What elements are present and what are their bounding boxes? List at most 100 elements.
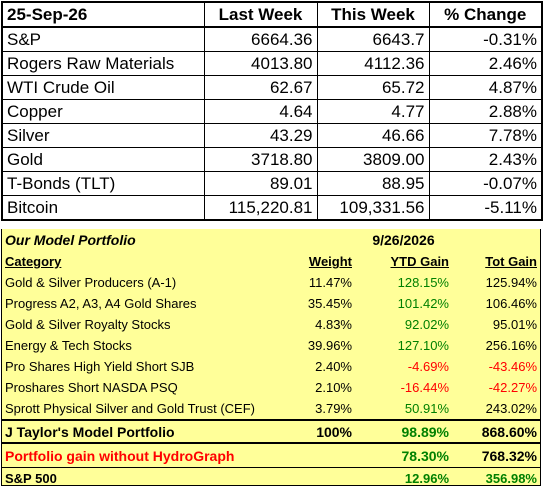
date-header: 25-Sep-26 bbox=[1, 1, 205, 28]
portfolio-total-ytd-gain: 98.89% bbox=[355, 419, 452, 444]
portfolio-tot-gain: 125.94% bbox=[485, 275, 537, 290]
portfolio-row: Energy & Tech Stocks 39.96% 127.10% 256.… bbox=[2, 335, 540, 356]
ytd-gain-header: YTD Gain bbox=[390, 254, 449, 269]
portfolio-tot-gain: -43.46% bbox=[488, 359, 537, 374]
portfolio-category: Energy & Tech Stocks bbox=[5, 338, 132, 353]
market-row: Gold 3718.80 3809.00 2.43% bbox=[1, 147, 543, 172]
portfolio-weight: 2.40% bbox=[315, 359, 352, 374]
market-change: 4.87% bbox=[428, 75, 543, 100]
portfolio-weight: 3.79% bbox=[315, 401, 352, 416]
portfolio-ytd-gain: -4.69% bbox=[407, 359, 449, 374]
category-header: Category bbox=[5, 254, 62, 269]
portfolio-row: Pro Shares High Yield Short SJB 2.40% -4… bbox=[2, 356, 540, 377]
weight-header: Weight bbox=[308, 254, 352, 269]
market-last-week: 89.01 bbox=[203, 171, 318, 196]
sp500-label: S&P 500 bbox=[5, 470, 57, 486]
market-change: -5.11% bbox=[428, 195, 543, 221]
portfolio-tot-gain: 243.02% bbox=[485, 401, 537, 416]
hydrograph-ytd-gain: 78.30% bbox=[355, 443, 452, 468]
sp500-tot-gain: 356.98% bbox=[485, 470, 537, 486]
percent-change-header: % Change bbox=[428, 1, 543, 28]
portfolio-ytd-gain: 128.15% bbox=[397, 275, 449, 290]
market-name: Silver bbox=[1, 123, 205, 148]
portfolio-total-tot-gain: 868.60% bbox=[452, 419, 540, 444]
market-row: T-Bonds (TLT) 89.01 88.95 -0.07% bbox=[1, 171, 543, 196]
tot-gain-header: Tot Gain bbox=[485, 254, 537, 269]
market-this-week: 4112.36 bbox=[316, 51, 430, 76]
portfolio-category: Sprott Physical Silver and Gold Trust (C… bbox=[5, 401, 255, 416]
market-change: -0.07% bbox=[428, 171, 543, 196]
market-change: 2.43% bbox=[428, 147, 543, 172]
portfolio-title-row: Our Model Portfolio 9/26/2026 bbox=[2, 229, 540, 251]
portfolio-category: Progress A2, A3, A4 Gold Shares bbox=[5, 296, 197, 311]
portfolio-ytd-gain: 127.10% bbox=[397, 338, 449, 353]
market-name: T-Bonds (TLT) bbox=[1, 171, 205, 196]
market-last-week: 62.67 bbox=[203, 75, 318, 100]
market-change: 2.46% bbox=[428, 51, 543, 76]
portfolio-row: Gold & Silver Producers (A-1) 11.47% 128… bbox=[2, 272, 540, 293]
portfolio-total-row: J Taylor's Model Portfolio 100% 98.89% 8… bbox=[2, 419, 540, 444]
market-last-week: 4.64 bbox=[203, 99, 318, 124]
market-last-week: 115,220.81 bbox=[203, 195, 318, 221]
market-last-week: 3718.80 bbox=[203, 147, 318, 172]
portfolio-row: Progress A2, A3, A4 Gold Shares 35.45% 1… bbox=[2, 293, 540, 314]
portfolio-row: Gold & Silver Royalty Stocks 4.83% 92.02… bbox=[2, 314, 540, 335]
last-week-header: Last Week bbox=[203, 1, 318, 28]
sp500-ytd-gain: 12.96% bbox=[404, 470, 449, 486]
portfolio-title: Our Model Portfolio bbox=[5, 232, 136, 248]
market-last-week: 4013.80 bbox=[203, 51, 318, 76]
market-name: S&P bbox=[1, 26, 205, 52]
market-this-week: 109,331.56 bbox=[316, 195, 430, 221]
portfolio-tot-gain: 256.16% bbox=[485, 338, 537, 353]
market-this-week: 4.77 bbox=[316, 99, 430, 124]
portfolio-ytd-gain: 50.91% bbox=[404, 401, 449, 416]
market-name: WTI Crude Oil bbox=[1, 75, 205, 100]
portfolio-category: Proshares Short NASDA PSQ bbox=[5, 380, 178, 395]
this-week-header: This Week bbox=[316, 1, 430, 28]
market-this-week: 3809.00 bbox=[316, 147, 430, 172]
hydrograph-row: Portfolio gain without HydroGraph 78.30%… bbox=[2, 443, 540, 468]
market-last-week: 6664.36 bbox=[203, 26, 318, 52]
portfolio-weight: 2.10% bbox=[315, 380, 352, 395]
portfolio-category: Gold & Silver Producers (A-1) bbox=[5, 275, 177, 290]
sp500-row: S&P 500 12.96% 356.98% bbox=[2, 468, 540, 488]
market-this-week: 6643.7 bbox=[316, 26, 430, 52]
market-name: Copper bbox=[1, 99, 205, 124]
model-portfolio-panel: Our Model Portfolio 9/26/2026 Category W… bbox=[1, 229, 541, 486]
market-change: 2.88% bbox=[428, 99, 543, 124]
portfolio-weight: 35.45% bbox=[307, 296, 352, 311]
portfolio-total-weight: 100% bbox=[260, 419, 355, 444]
portfolio-tot-gain: -42.27% bbox=[488, 380, 537, 395]
portfolio-date: 9/26/2026 bbox=[372, 232, 435, 248]
portfolio-tot-gain: 106.46% bbox=[485, 296, 537, 311]
market-row: Bitcoin 115,220.81 109,331.56 -5.11% bbox=[1, 195, 543, 221]
portfolio-ytd-gain: 101.42% bbox=[397, 296, 449, 311]
model-portfolio-table: Our Model Portfolio 9/26/2026 Category W… bbox=[2, 229, 540, 488]
market-name: Rogers Raw Materials bbox=[1, 51, 205, 76]
portfolio-weight: 11.47% bbox=[308, 275, 352, 290]
market-last-week: 43.29 bbox=[203, 123, 318, 148]
market-change: -0.31% bbox=[428, 26, 543, 52]
portfolio-row: Proshares Short NASDA PSQ 2.10% -16.44% … bbox=[2, 377, 540, 398]
portfolio-column-header-row: Category Weight YTD Gain Tot Gain bbox=[2, 251, 540, 272]
portfolio-weight: 39.96% bbox=[307, 338, 352, 353]
portfolio-weight: 4.83% bbox=[315, 317, 352, 332]
market-summary-table: 25-Sep-26 Last Week This Week % Change S… bbox=[1, 1, 543, 221]
portfolio-tot-gain: 95.01% bbox=[492, 317, 537, 332]
market-this-week: 88.95 bbox=[316, 171, 430, 196]
market-name: Bitcoin bbox=[1, 195, 205, 221]
market-this-week: 46.66 bbox=[316, 123, 430, 148]
market-row: S&P 6664.36 6643.7 -0.31% bbox=[1, 26, 543, 52]
market-row: WTI Crude Oil 62.67 65.72 4.87% bbox=[1, 75, 543, 100]
market-header-row: 25-Sep-26 Last Week This Week % Change bbox=[1, 1, 543, 28]
hydrograph-label: Portfolio gain without HydroGraph bbox=[2, 443, 260, 468]
market-row: Rogers Raw Materials 4013.80 4112.36 2.4… bbox=[1, 51, 543, 76]
market-row: Silver 43.29 46.66 7.78% bbox=[1, 123, 543, 148]
portfolio-ytd-gain: 92.02% bbox=[404, 317, 449, 332]
portfolio-row: Sprott Physical Silver and Gold Trust (C… bbox=[2, 398, 540, 420]
market-name: Gold bbox=[1, 147, 205, 172]
hydrograph-tot-gain: 768.32% bbox=[452, 443, 540, 468]
market-change: 7.78% bbox=[428, 123, 543, 148]
portfolio-category: Pro Shares High Yield Short SJB bbox=[5, 359, 195, 374]
market-this-week: 65.72 bbox=[316, 75, 430, 100]
